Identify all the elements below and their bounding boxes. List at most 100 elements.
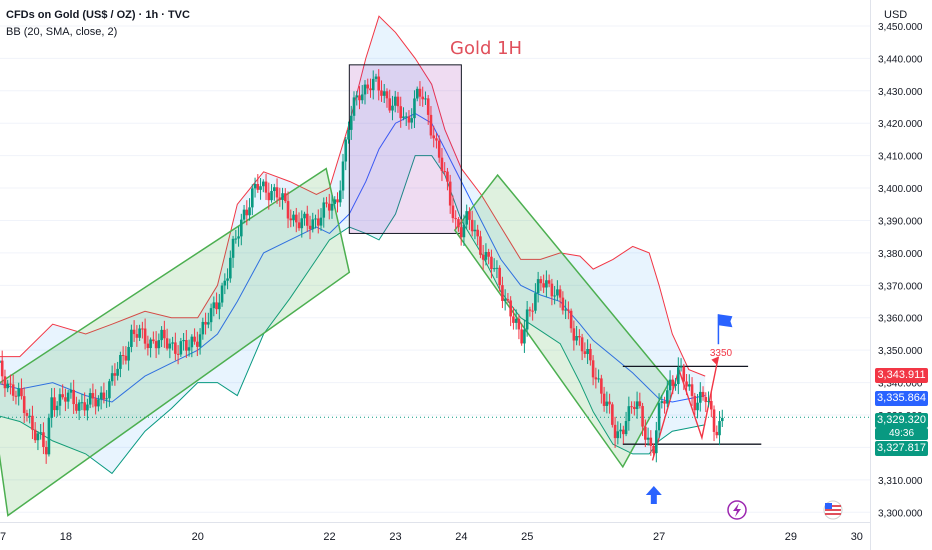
indicator-legend[interactable]: BB (20, SMA, close, 2) (6, 26, 118, 38)
candle-body (424, 98, 427, 100)
x-tick-label: 22 (323, 531, 335, 543)
candle-body (0, 360, 1, 363)
candle-body (649, 437, 653, 446)
candle-body (391, 105, 394, 111)
candle-body (459, 227, 463, 238)
y-tick-label: 3,340.000 (878, 379, 923, 390)
price-tag-countdown: 49:36 (875, 428, 928, 440)
candle-body (319, 217, 323, 226)
candle-body (440, 157, 444, 172)
candle-body (262, 181, 265, 187)
currency-label[interactable]: USD (884, 9, 908, 21)
chart-title: Gold 1H (450, 38, 523, 59)
candle-body (688, 384, 691, 387)
candle-body (707, 400, 710, 403)
y-tick-label: 3,410.000 (878, 152, 923, 163)
candle-body (91, 393, 95, 399)
candle-body (325, 202, 328, 204)
candle-body (451, 205, 455, 219)
candle-body (259, 186, 262, 190)
candle-body (613, 424, 617, 439)
candle-body (267, 192, 271, 201)
candle-body (685, 381, 688, 387)
candle-body (69, 389, 73, 393)
bollinger-bands (0, 15, 706, 475)
candle-body (473, 229, 477, 232)
candle-body (66, 392, 70, 402)
candle-body (481, 254, 485, 260)
candle-body (547, 280, 551, 284)
candle-body (413, 98, 416, 119)
candle-body (622, 429, 625, 435)
candle-body (602, 393, 606, 406)
candle-body (715, 431, 719, 436)
candle-body (457, 219, 460, 228)
candle-body (641, 406, 644, 427)
candle-body (586, 348, 589, 354)
candle-body (308, 225, 312, 230)
price-tag-bb-lower: 3,327.817 (875, 441, 928, 456)
bb-fill (0, 16, 706, 474)
candle-body (690, 384, 694, 396)
candle-body (358, 95, 361, 101)
us-flag-stripe (825, 509, 841, 511)
candle-body (583, 351, 587, 354)
us-flag-stripe (825, 513, 841, 515)
candle-body (53, 397, 56, 411)
candle-body (619, 429, 622, 432)
candle-body (498, 267, 501, 286)
candle-body (666, 390, 669, 404)
candle-body (720, 417, 724, 422)
candle-body (528, 309, 532, 311)
candle-body (316, 218, 320, 226)
candle-body (330, 203, 334, 211)
candle-body (608, 401, 611, 405)
candle-body (218, 302, 221, 310)
x-tick-label: 18 (60, 531, 72, 543)
candle-body (39, 432, 42, 434)
candle-body (31, 415, 34, 430)
candle-body (97, 399, 100, 407)
candle-body (275, 187, 279, 198)
candle-body (209, 308, 213, 323)
candle-body (490, 256, 493, 270)
candle-body (487, 251, 490, 257)
candle-body (520, 329, 523, 344)
x-tick-label: 20 (192, 531, 204, 543)
bb-upper-line (0, 15, 706, 377)
candle-body (605, 401, 609, 406)
candle-body (64, 397, 67, 402)
candle-body (600, 378, 603, 394)
candle-body (176, 353, 180, 355)
grid (0, 25, 870, 513)
x-tick-label: 27 (653, 531, 665, 543)
candle-body (347, 129, 350, 140)
candle-body (545, 280, 548, 288)
candle-body (517, 318, 521, 330)
candle-body (385, 91, 389, 99)
y-tick-label: 3,430.000 (878, 87, 923, 98)
candle-body (709, 400, 713, 410)
candle-body (509, 300, 512, 317)
candle-body (366, 84, 370, 89)
x-tick-label: 24 (455, 531, 467, 543)
candle-body (119, 355, 122, 369)
candle-body (382, 91, 386, 96)
candle-body (242, 209, 246, 220)
candle-body (638, 401, 642, 407)
candle-body (646, 437, 650, 440)
candle-body (679, 366, 683, 368)
candle-body (377, 76, 381, 91)
candle-body (149, 339, 152, 349)
candle-body (135, 334, 139, 338)
candle-body (396, 96, 400, 107)
candle-body (514, 318, 518, 323)
instrument-title[interactable]: CFDs on Gold (US$ / OZ) · 1h · TVC (6, 9, 190, 21)
y-tick-label: 3,300.000 (878, 508, 923, 519)
candle-body (146, 343, 150, 349)
y-tick-label: 3,400.000 (878, 184, 923, 195)
candle-body (297, 222, 301, 229)
candle-body (163, 329, 166, 339)
candle-body (58, 394, 62, 406)
